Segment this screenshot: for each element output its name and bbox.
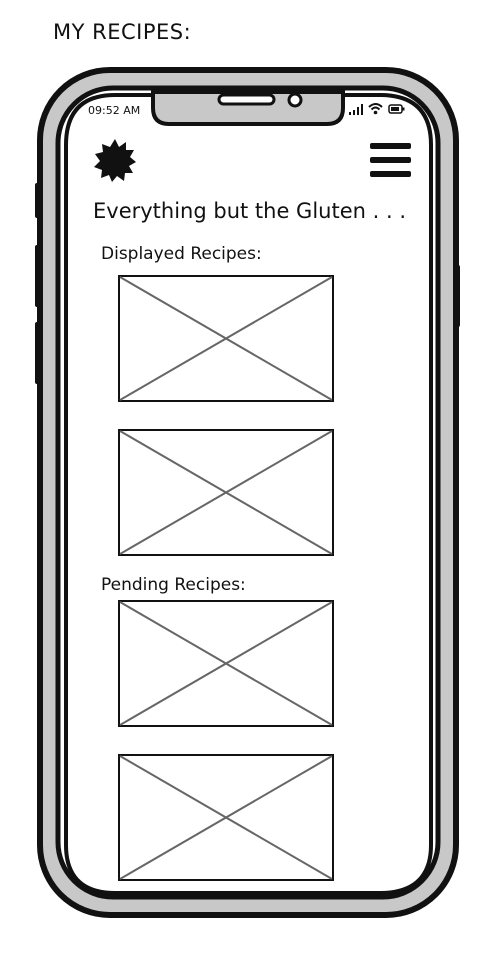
wifi-icon — [368, 103, 383, 115]
pending-recipe-card-2[interactable] — [118, 754, 334, 881]
displayed-recipe-card-2[interactable] — [118, 429, 334, 556]
image-placeholder — [118, 275, 334, 402]
pending-recipes-heading: Pending Recipes: — [101, 575, 246, 595]
image-placeholder — [118, 429, 334, 556]
image-placeholder — [118, 754, 334, 881]
signal-icon — [349, 104, 363, 115]
hamburger-menu-icon[interactable] — [369, 142, 413, 180]
pending-recipe-card-1[interactable] — [118, 600, 334, 727]
displayed-recipe-card-1[interactable] — [118, 275, 334, 402]
image-placeholder — [118, 600, 334, 727]
flower-logo-icon[interactable] — [93, 138, 137, 182]
status-time: 09:52 AM — [88, 104, 141, 117]
app-title: Everything but the Gluten . . . — [93, 199, 406, 223]
battery-icon — [388, 104, 405, 114]
page-label: MY RECIPES: — [53, 20, 192, 44]
displayed-recipes-heading: Displayed Recipes: — [101, 244, 262, 264]
